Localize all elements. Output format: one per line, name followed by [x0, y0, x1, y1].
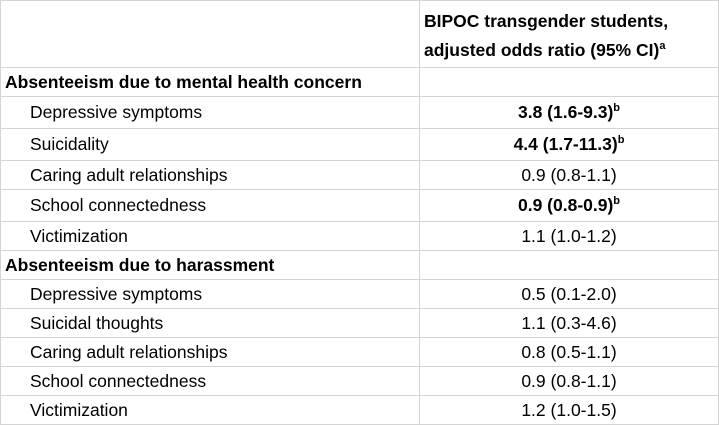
footnote-marker: b — [617, 134, 625, 147]
table-row: Victimization 1.1 (1.0-1.2) — [0, 221, 719, 251]
column-header: BIPOC transgender students, adjusted odd… — [419, 0, 719, 68]
table-row: Suicidal thoughts 1.1 (0.3-4.6) — [0, 308, 719, 338]
row-label: Depressive symptoms — [0, 279, 420, 309]
row-label: Caring adult relationships — [0, 337, 420, 367]
row-label: Suicidality — [0, 128, 420, 161]
table-header-row: BIPOC transgender students, adjusted odd… — [0, 0, 719, 68]
section-empty-cell — [419, 250, 719, 280]
row-value: 0.9 (0.8-0.9) — [517, 195, 614, 215]
row-value: 0.5 (0.1-2.0) — [521, 283, 617, 304]
row-label: Victimization — [0, 221, 420, 251]
table-row: Depressive symptoms 0.5 (0.1-2.0) — [0, 279, 719, 309]
footnote-marker: a — [659, 40, 666, 53]
row-value-cell: 0.9 (0.8-1.1) — [419, 366, 719, 396]
header-empty-cell — [0, 0, 420, 68]
column-header-line2: adjusted odds ratio (95% CI)a — [424, 36, 718, 65]
section-empty-cell — [419, 67, 719, 97]
row-value-cell: 0.9 (0.8-0.9)b — [419, 189, 719, 222]
row-value-cell: 1.1 (1.0-1.2) — [419, 221, 719, 251]
table-row: Depressive symptoms 3.8 (1.6-9.3)b — [0, 96, 719, 129]
row-value: 0.9 (0.8-1.1) — [521, 164, 617, 185]
row-value: 1.1 (0.3-4.6) — [521, 312, 617, 333]
column-header-line1: BIPOC transgender students, — [424, 11, 669, 31]
row-value: 4.4 (1.7-11.3) — [513, 134, 618, 154]
table-row: School connectedness 0.9 (0.8-1.1) — [0, 366, 719, 396]
footnote-marker: b — [613, 195, 621, 208]
footnote-marker: b — [613, 102, 621, 115]
row-label: Victimization — [0, 395, 420, 425]
row-value: 0.8 (0.5-1.1) — [521, 341, 617, 362]
row-value: 0.9 (0.8-1.1) — [521, 370, 617, 391]
table-row: Suicidality 4.4 (1.7-11.3)b — [0, 128, 719, 161]
row-value: 1.1 (1.0-1.2) — [521, 225, 617, 246]
section-row: Absenteeism due to harassment — [0, 250, 719, 280]
table-row: Caring adult relationships 0.8 (0.5-1.1) — [0, 337, 719, 367]
row-value-cell: 3.8 (1.6-9.3)b — [419, 96, 719, 129]
row-value: 1.2 (1.0-1.5) — [521, 399, 617, 420]
table-row: Victimization 1.2 (1.0-1.5) — [0, 395, 719, 425]
section-title: Absenteeism due to mental health concern — [0, 67, 420, 97]
column-header-line2-text: adjusted odds ratio (95% CI) — [424, 40, 660, 60]
row-label: School connectedness — [0, 189, 420, 222]
section-row: Absenteeism due to mental health concern — [0, 67, 719, 97]
row-value-cell: 0.5 (0.1-2.0) — [419, 279, 719, 309]
row-label: School connectedness — [0, 366, 420, 396]
section-title: Absenteeism due to harassment — [0, 250, 420, 280]
row-value-cell: 1.2 (1.0-1.5) — [419, 395, 719, 425]
row-value: 3.8 (1.6-9.3) — [517, 102, 614, 122]
table-row: School connectedness 0.9 (0.8-0.9)b — [0, 189, 719, 222]
row-label: Depressive symptoms — [0, 96, 420, 129]
row-value-cell: 1.1 (0.3-4.6) — [419, 308, 719, 338]
table-row: Caring adult relationships 0.9 (0.8-1.1) — [0, 160, 719, 190]
row-value-cell: 4.4 (1.7-11.3)b — [419, 128, 719, 161]
row-value-cell: 0.9 (0.8-1.1) — [419, 160, 719, 190]
row-label: Caring adult relationships — [0, 160, 420, 190]
row-value-cell: 0.8 (0.5-1.1) — [419, 337, 719, 367]
row-label: Suicidal thoughts — [0, 308, 420, 338]
